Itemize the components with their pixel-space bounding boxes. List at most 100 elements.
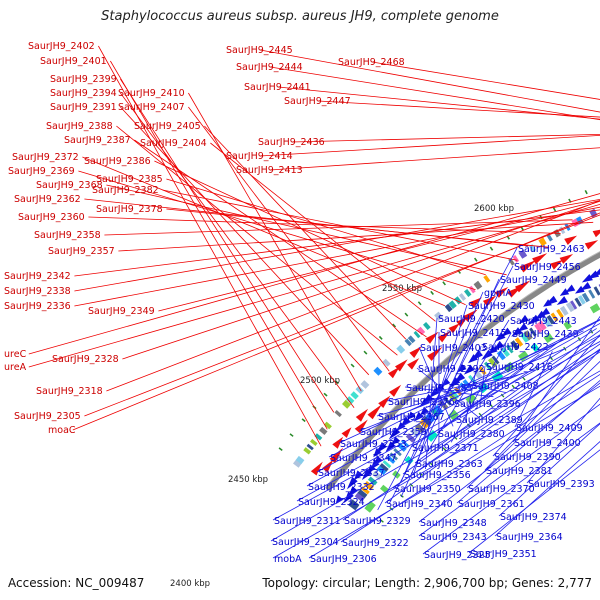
reverse-leader-line bbox=[484, 349, 600, 471]
forward-leader-line bbox=[74, 206, 600, 307]
function-band-segment bbox=[423, 322, 431, 330]
function-band-segment bbox=[593, 286, 600, 296]
gc-tick bbox=[584, 190, 588, 195]
forward-gene-label: SaurJH9_2410 bbox=[118, 88, 185, 99]
reverse-leader-line bbox=[386, 376, 510, 402]
function-band-segment bbox=[448, 300, 457, 309]
reverse-gene-label: SaurJH9_2439 bbox=[512, 329, 579, 340]
forward-gene-arrow bbox=[469, 297, 482, 308]
forward-gene-label: SaurJH9_2407 bbox=[118, 102, 185, 113]
reverse-gene-label: SaurJH9_2420 bbox=[438, 314, 505, 325]
reverse-gene-arrow bbox=[565, 284, 576, 293]
forward-leader-line bbox=[74, 198, 600, 292]
forward-gene-label: SaurJH9_2447 bbox=[284, 96, 351, 107]
function-band-segment bbox=[346, 396, 355, 405]
reverse-gene-arrow bbox=[463, 364, 475, 375]
gc-tick bbox=[466, 423, 471, 428]
gc-tick bbox=[409, 483, 414, 487]
forward-leader-line bbox=[260, 49, 600, 113]
function-band-segment bbox=[496, 350, 506, 361]
reverse-leader-line bbox=[400, 278, 500, 498]
forward-leader-line bbox=[118, 221, 594, 252]
function-band-segment bbox=[310, 438, 318, 446]
function-band-segment bbox=[529, 327, 537, 337]
function-band-segment bbox=[556, 308, 564, 319]
reverse-gene-label: SaurJH9_2383 bbox=[406, 383, 473, 394]
reverse-gene-arrow bbox=[353, 470, 363, 481]
reverse-gene-arrow bbox=[457, 363, 467, 373]
reverse-gene-arrow bbox=[556, 296, 568, 305]
forward-gene-label: ureC bbox=[4, 349, 27, 360]
reverse-gene-label: SaurJH9_2361 bbox=[458, 499, 525, 510]
function-band-segment bbox=[459, 382, 468, 392]
function-band-segment bbox=[323, 421, 332, 430]
reverse-leader-line bbox=[514, 351, 553, 428]
forward-gene-label: SaurJH9_2405 bbox=[134, 121, 201, 132]
reverse-gene-label: SaurJH9_2380 bbox=[438, 429, 505, 440]
reverse-gene-arrow bbox=[539, 307, 551, 317]
forward-gene-label: SaurJH9_2382 bbox=[92, 185, 159, 196]
reverse-leader-line bbox=[306, 322, 600, 487]
reverse-gene-label: SaurJH9_2325 bbox=[424, 550, 491, 561]
function-band-segment bbox=[382, 460, 392, 469]
forward-gene-label: SaurJH9_2357 bbox=[48, 246, 115, 257]
reverse-leader-line bbox=[416, 367, 479, 418]
reverse-gene-label: SaurJH9_2324 bbox=[298, 497, 365, 508]
function-band-segment bbox=[342, 399, 351, 409]
forward-gene-label: SaurJH9_2358 bbox=[34, 230, 101, 241]
gc-tick bbox=[511, 384, 516, 389]
reverse-gene-label: SaurJH9_2340 bbox=[386, 499, 453, 510]
gc-tick bbox=[350, 363, 355, 368]
forward-leader-line bbox=[122, 200, 600, 360]
forward-gene-arrow bbox=[519, 259, 537, 273]
forward-leader-line bbox=[188, 106, 390, 372]
reverse-leader-line bbox=[422, 422, 600, 555]
forward-leader-line bbox=[84, 214, 600, 417]
reverse-gene-label: gpmA bbox=[484, 288, 512, 299]
genome-backbone bbox=[325, 252, 600, 492]
function-band-segment bbox=[546, 315, 555, 325]
function-band-segment bbox=[464, 289, 472, 297]
reverse-leader-line bbox=[466, 360, 600, 489]
function-band-segment bbox=[357, 489, 368, 499]
function-band-segment bbox=[404, 338, 412, 347]
function-band-segment bbox=[386, 455, 396, 464]
function-band-segment bbox=[588, 289, 596, 299]
gc-tick bbox=[457, 269, 461, 274]
forward-leader-line bbox=[120, 92, 355, 408]
function-band-segment bbox=[538, 237, 547, 247]
forward-gene-arrow bbox=[409, 346, 422, 358]
function-band-segment bbox=[373, 366, 383, 376]
gc-tick bbox=[392, 323, 397, 328]
forward-leader-line bbox=[162, 189, 518, 261]
function-band-segment bbox=[350, 391, 359, 400]
feature-block bbox=[518, 350, 529, 362]
forward-gene-arrow bbox=[310, 461, 323, 476]
forward-gene-label: SaurJH9_2362 bbox=[14, 194, 81, 205]
forward-leader-line bbox=[318, 100, 600, 118]
forward-gene-arrow bbox=[448, 323, 460, 334]
reverse-gene-label: mobA bbox=[274, 554, 302, 565]
reverse-gene-label: SaurJH9_2392 bbox=[418, 364, 485, 375]
forward-gene-label: SaurJH9_2441 bbox=[244, 82, 311, 93]
scale-label: 2500 kbp bbox=[300, 376, 340, 386]
function-band-segment bbox=[578, 295, 586, 305]
reverse-leader-line bbox=[512, 315, 600, 443]
reverse-leader-line bbox=[452, 372, 523, 404]
feature-block bbox=[563, 320, 572, 330]
reverse-gene-arrow bbox=[559, 288, 570, 296]
reverse-gene-label: SaurJH9_2351 bbox=[470, 549, 537, 560]
function-band-segment bbox=[376, 465, 387, 476]
forward-gene-arrow bbox=[367, 404, 383, 420]
function-band-segment bbox=[550, 312, 559, 322]
forward-gene-label: SaurJH9_2394 bbox=[50, 88, 117, 99]
reverse-gene-arrow bbox=[420, 406, 429, 416]
reverse-gene-arrow bbox=[593, 268, 600, 276]
reverse-gene-label: SaurJH9_2393 bbox=[528, 479, 595, 490]
function-band-segment bbox=[314, 433, 323, 441]
function-band-segment bbox=[523, 330, 533, 341]
reverse-gene-arrow bbox=[413, 411, 424, 422]
accession-text: Accession: NC_009487 bbox=[8, 576, 145, 590]
feature-block bbox=[530, 343, 540, 352]
function-band-segment bbox=[491, 355, 500, 365]
